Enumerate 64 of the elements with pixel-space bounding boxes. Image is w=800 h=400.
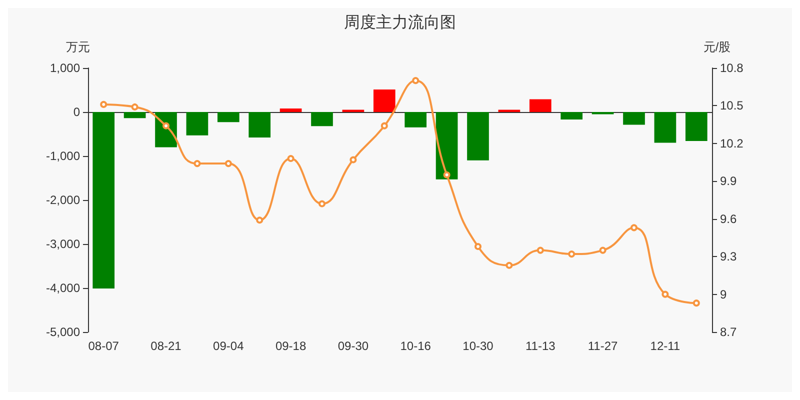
point — [287, 155, 294, 162]
point — [100, 100, 108, 108]
x-tick-label: 09-04 — [213, 339, 244, 353]
x-tick-label: 09-30 — [338, 339, 369, 353]
point — [443, 171, 450, 178]
x-tick-label: 08-21 — [150, 339, 182, 353]
y2-tick-label: 10.2 — [720, 136, 744, 150]
bar — [311, 112, 333, 126]
y-tick-label: -3,000 — [46, 237, 80, 251]
y-tick-label: -2,000 — [46, 193, 80, 207]
y2-tick-label: 9.3 — [720, 250, 738, 264]
bar — [685, 112, 708, 142]
point — [412, 77, 420, 84]
y2-tick-label: 10.5 — [720, 98, 744, 113]
point — [474, 243, 482, 250]
bar — [248, 112, 271, 138]
point — [692, 300, 700, 307]
point — [662, 290, 669, 298]
y-tick-label: -1,000 — [46, 149, 80, 163]
point — [256, 216, 264, 224]
x-tick-label: 11-27 — [588, 339, 618, 353]
bar — [560, 112, 583, 120]
x-tick-label: 11-13 — [525, 339, 556, 353]
y2-tick-label: 10.8 — [720, 61, 744, 75]
y2-tick-label: 9.6 — [720, 212, 738, 226]
bar — [373, 90, 396, 112]
bar — [467, 112, 489, 160]
point — [350, 156, 357, 164]
point — [318, 200, 326, 208]
point — [224, 160, 232, 168]
y-tick-label: 1,000 — [50, 61, 80, 75]
y-axis-title: 万元 — [66, 40, 90, 54]
bar — [92, 112, 115, 288]
y-tick-label: 0 — [73, 105, 80, 119]
bar — [280, 108, 302, 112]
y2-tick-label: 9 — [720, 287, 727, 302]
bar — [124, 112, 146, 118]
point — [380, 122, 388, 130]
point — [162, 122, 170, 130]
point — [599, 246, 606, 254]
point — [568, 250, 576, 258]
y-tick-label: -4,000 — [46, 281, 80, 295]
bar — [186, 112, 208, 136]
point — [194, 160, 201, 168]
bar — [654, 112, 676, 143]
chart-title: 周度主力流向图 — [344, 14, 456, 32]
y2-axis-title: 元/股 — [703, 40, 731, 54]
x-tick-label: 12-11 — [650, 339, 680, 353]
y2-tick-label: 8.7 — [720, 325, 738, 339]
x-tick-label: 09-18 — [275, 339, 306, 353]
x-tick-label: 08-07 — [88, 339, 120, 353]
bar — [436, 112, 458, 180]
y2-tick-label: 9.9 — [720, 174, 738, 188]
bar — [623, 112, 645, 125]
point — [630, 224, 638, 232]
point — [506, 262, 513, 269]
point — [536, 246, 544, 254]
y-tick-label: -5,000 — [46, 325, 80, 339]
x-tick-label: 10-16 — [400, 339, 432, 353]
bar — [529, 99, 552, 112]
bar — [404, 112, 427, 128]
point — [131, 103, 138, 110]
x-tick-label: 10-30 — [462, 339, 494, 353]
bar — [217, 112, 240, 122]
